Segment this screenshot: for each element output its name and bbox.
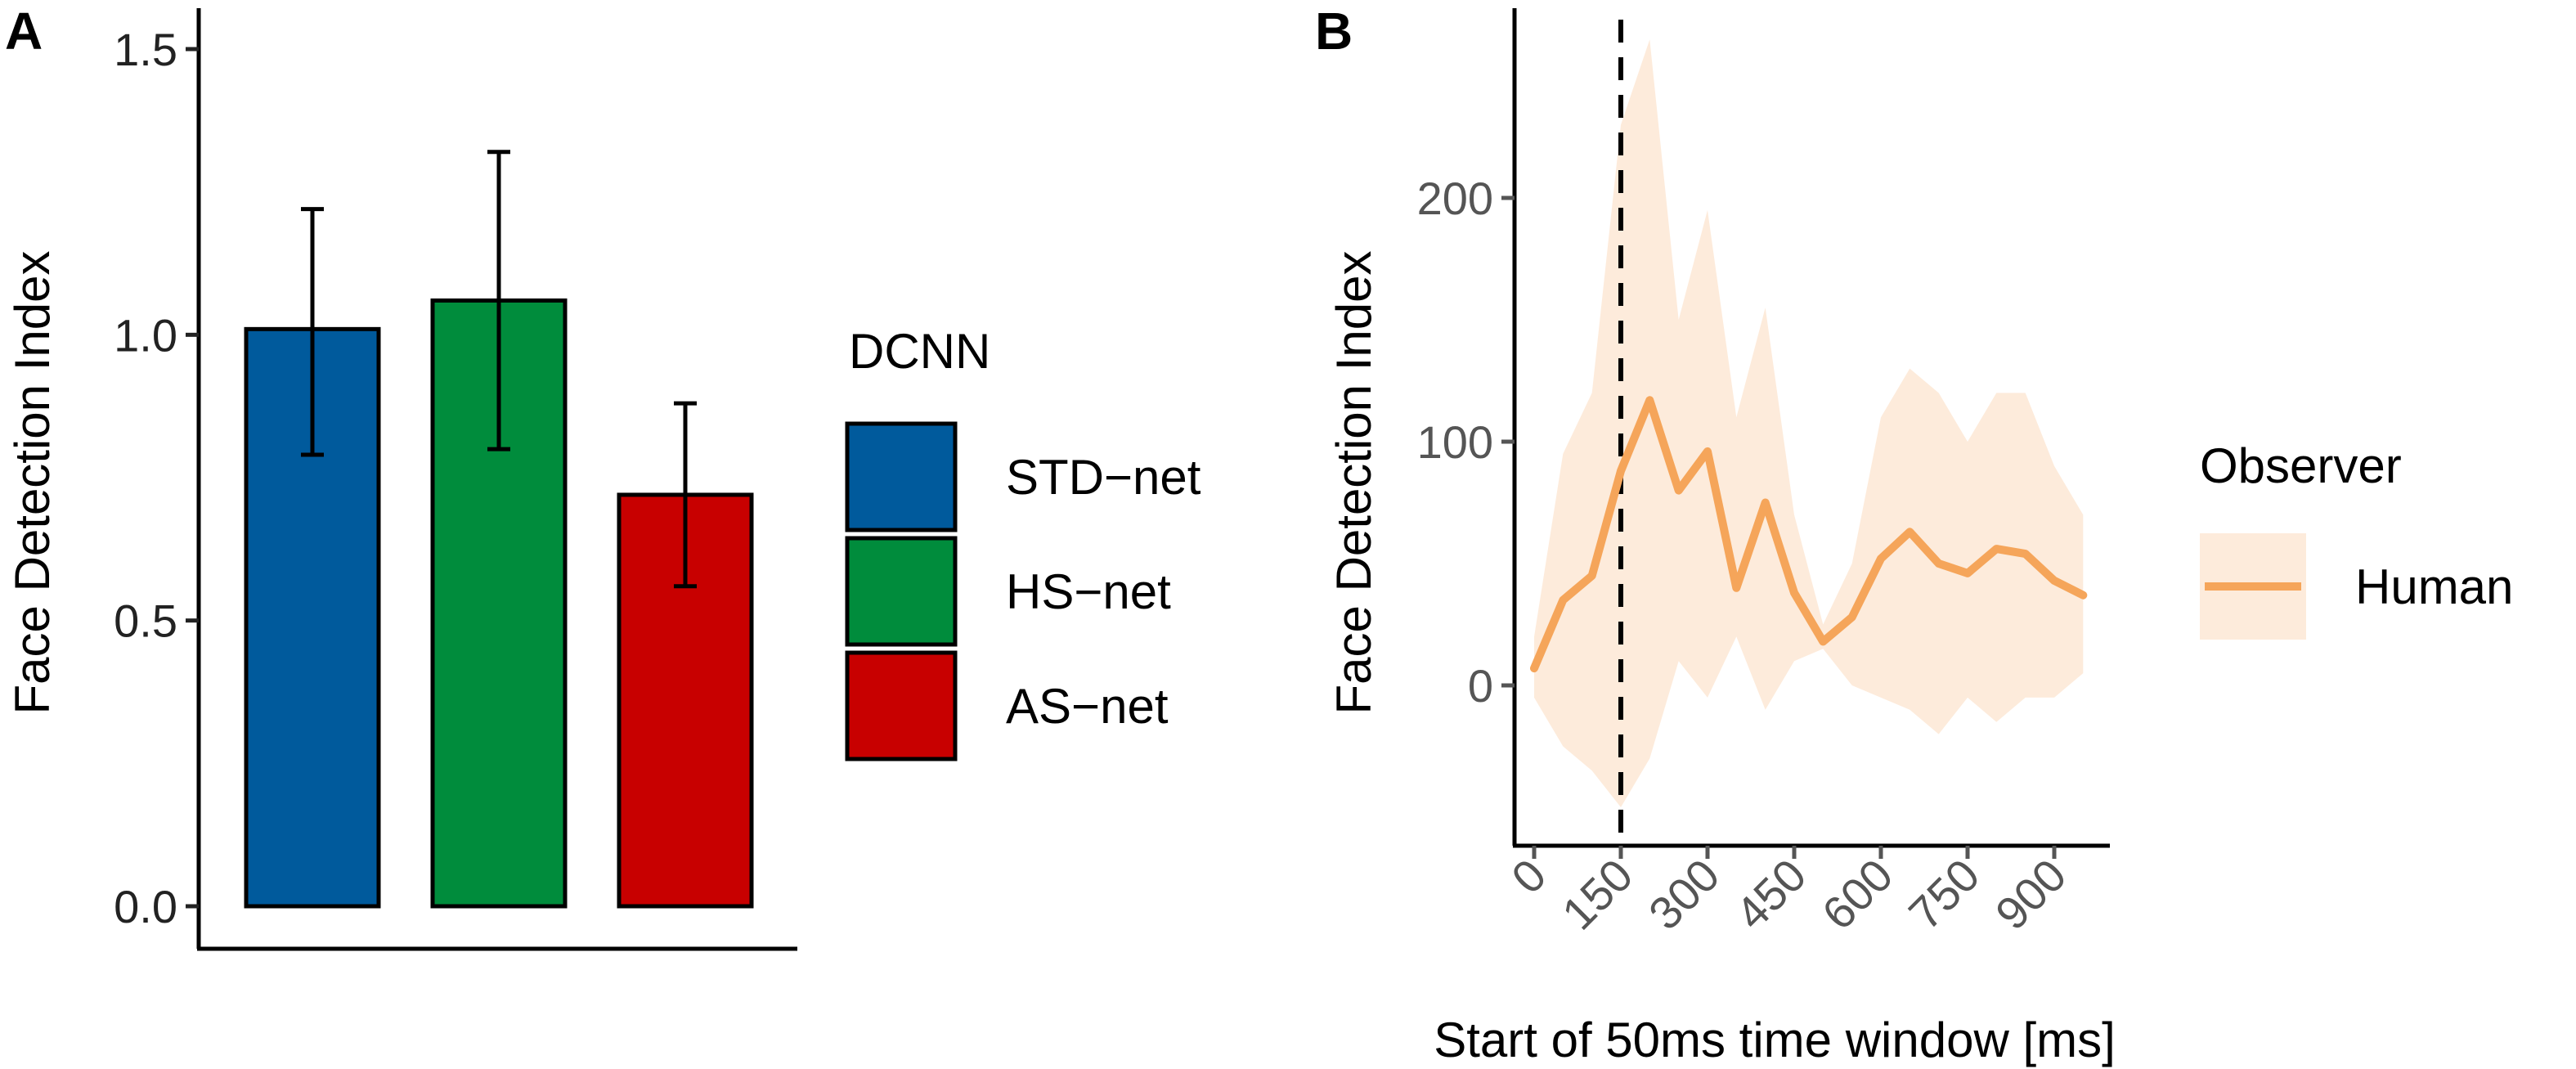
confidence-ribbon-human: [1534, 39, 2084, 808]
legend-label-human: Human: [2355, 559, 2513, 614]
panel-b-x-tick-label: 300: [1639, 849, 1730, 940]
panel-b-letter: B: [1315, 2, 1353, 61]
panel-b-y-tick-label: 0: [1468, 660, 1493, 712]
legend-key-std-net: [845, 421, 958, 532]
panel-a-letter: A: [5, 2, 43, 61]
legend-label-as-net: AS−net: [1006, 679, 1169, 734]
legend-key-hs-net: [845, 536, 958, 647]
panel-b-line-chart: B Face Detection Index Start of 50ms tim…: [1315, 2, 2513, 1067]
panel-a-y-tick-label: 1.0: [114, 309, 177, 361]
panel-b-x-tick-label: 0: [1501, 849, 1556, 904]
legend-label-hs-net: HS−net: [1006, 564, 1171, 619]
legend-key-as-net: [845, 650, 958, 761]
panel-b-y-axis-title: Face Detection Index: [1326, 251, 1381, 715]
panel-a-y-axis-title: Face Detection Index: [5, 251, 60, 715]
panel-b-x-tick-label: 600: [1812, 849, 1903, 940]
legend-label-std-net: STD−net: [1006, 450, 1201, 505]
panel-a-y-tick-label: 1.5: [114, 24, 177, 75]
series-line-human: [1530, 396, 2088, 673]
panel-a-y-tick-label: 0.5: [114, 595, 177, 647]
panel-b-x-tick-label: 900: [1986, 849, 2076, 940]
panel-b-y-tick-label: 200: [1417, 173, 1493, 224]
panel-b-x-tick-label: 750: [1899, 849, 1990, 940]
panel-a-y-tick-label: 0.0: [114, 881, 177, 932]
panel-b-x-tick-label: 150: [1552, 849, 1643, 940]
panel-b-x-axis-title: Start of 50ms time window [ms]: [1434, 1013, 2116, 1067]
panel-b-legend-title: Observer: [2200, 438, 2402, 493]
panel-a-bar-chart: A Face Detection Index 0.0 0.5 1.0 1.5 DCNN…: [5, 2, 1201, 951]
panel-a-legend-title: DCNN: [849, 324, 990, 379]
panel-b-y-tick-label: 100: [1417, 416, 1493, 468]
panel-b-x-tick-label: 450: [1726, 849, 1816, 940]
